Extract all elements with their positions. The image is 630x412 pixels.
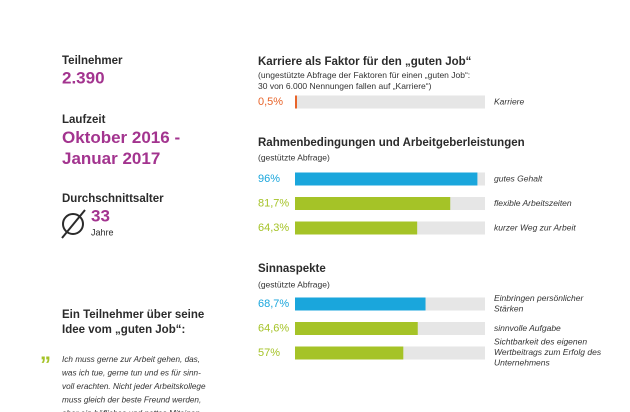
fact-value: 2.390 (62, 68, 105, 87)
value-label: 64,6% (258, 322, 289, 334)
category-label: Karriere (494, 96, 525, 106)
category-label: sinnvolle Aufgabe (494, 323, 561, 333)
bar (295, 221, 418, 235)
bar (295, 322, 418, 335)
fact-value: Oktober 2016 -Januar 2017 (62, 128, 180, 168)
quote-line: Ich muss gerne zur Arbeit gehen, das, (62, 355, 200, 364)
category-label: kurzer Weg zur Arbeit (494, 222, 576, 232)
fact-value: 33 (91, 206, 110, 225)
bar (295, 297, 426, 311)
category-label: Sichtbarkeit des eigenen Wertbeitrags zum… (494, 337, 602, 368)
bar (295, 346, 404, 360)
chart-title: Rahmenbedingungen und Arbeitgeberleistun… (258, 137, 525, 149)
fact-label: Teilnehmer (62, 55, 123, 67)
bar-track (295, 95, 485, 109)
quote-line: was ich tue, gerne tun und es für sinn- (62, 369, 201, 378)
quote-line: muss gleich der beste Freund werden, (62, 396, 201, 405)
chart-subtitle: (ungestützte Abfrage der Faktoren für ei… (258, 70, 470, 91)
value-label: 64,3% (258, 222, 289, 234)
quote-line: voll erachten. Nicht jeder Arbeitskolleg… (62, 382, 206, 391)
fact-label: Laufzeit (62, 114, 106, 126)
fact-label: Durchschnittsalter (62, 193, 164, 205)
category-label: flexible Arbeitszeiten (494, 198, 572, 208)
category-label: Einbringen persönlicher Stärken (494, 293, 584, 314)
value-label: 81,7% (258, 197, 289, 209)
quote-heading: Ein Teilnehmer über seine Idee vom „guten… (62, 309, 204, 336)
value-label: 57% (258, 347, 280, 359)
value-label: 0,5% (258, 96, 283, 108)
quote-mark: ” (40, 352, 51, 377)
bar (295, 197, 451, 210)
bar (295, 95, 297, 109)
chart-subtitle: (gestützte Abfrage) (258, 279, 330, 289)
category-label: gutes Gehalt (494, 173, 543, 183)
diameter-icon (61, 209, 86, 239)
bar (295, 172, 478, 186)
value-label: 68,7% (258, 298, 289, 310)
value-label: 96% (258, 173, 280, 185)
chart-title: Sinnaspekte (258, 263, 326, 275)
quote-line: aber ein höfliches und nettes Miteinan- (62, 409, 203, 412)
fact-unit: Jahre (91, 227, 114, 237)
chart-subtitle: (gestützte Abfrage) (258, 152, 330, 162)
chart-title: Karriere als Faktor für den „guten Job“ (258, 56, 471, 68)
